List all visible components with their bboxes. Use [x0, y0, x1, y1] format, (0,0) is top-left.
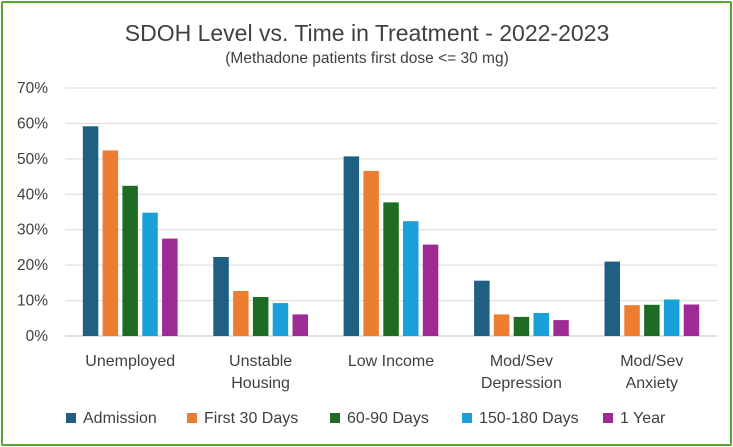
legend-swatch: [603, 413, 613, 423]
bar: [474, 280, 490, 336]
chart-canvas: SDOH Level vs. Time in Treatment - 2022-…: [17, 20, 717, 427]
bar: [82, 126, 99, 336]
y-tick-label: 10%: [17, 293, 48, 310]
legend-label: 150-180 Days: [479, 410, 579, 427]
bar: [644, 304, 660, 336]
bar: [122, 185, 138, 336]
y-tick-label: 0%: [26, 328, 49, 345]
bar: [383, 202, 399, 336]
x-category-label: Mod/Sev: [490, 353, 553, 370]
legend-swatch: [462, 413, 472, 423]
x-category-label: Unstable: [229, 353, 292, 370]
bar: [363, 170, 379, 336]
bar: [533, 313, 549, 336]
y-tick-label: 50%: [17, 151, 48, 168]
y-tick-label: 30%: [17, 222, 48, 239]
y-tick-label: 70%: [17, 80, 48, 97]
legend-label: First 30 Days: [204, 410, 298, 427]
chart-title: SDOH Level vs. Time in Treatment - 2022-…: [125, 20, 610, 46]
y-tick-label: 40%: [17, 186, 48, 203]
chart-subtitle: (Methadone patients first dose <= 30 mg): [225, 50, 508, 67]
legend-label: Admission: [83, 410, 157, 427]
x-category-label: Depression: [481, 375, 562, 392]
x-category-label: Anxiety: [626, 375, 678, 392]
y-tick-label: 60%: [17, 115, 48, 132]
legend-swatch: [330, 413, 340, 423]
bar: [403, 221, 419, 336]
bar: [233, 291, 249, 336]
bar: [272, 303, 289, 336]
bar: [604, 261, 620, 336]
legend-swatch: [187, 413, 197, 423]
y-axis: 0% 10% 20% 30% 40% 50% 60% 70%: [17, 80, 48, 345]
x-category-label: Housing: [231, 375, 290, 392]
bar: [683, 304, 700, 336]
legend: Admission First 30 Days 60-90 Days 150-180 …: [66, 410, 666, 427]
bar: [142, 212, 158, 336]
legend-swatch: [66, 413, 76, 423]
bar: [343, 156, 360, 336]
x-category-label: Low Income: [348, 353, 434, 370]
bar: [624, 305, 640, 336]
bar: [213, 257, 229, 336]
bars: [82, 126, 700, 336]
bar: [292, 314, 308, 336]
bar: [553, 320, 569, 336]
bar: [252, 297, 269, 336]
x-category-label: Unemployed: [85, 353, 175, 370]
x-category-label: Mod/Sev: [620, 353, 683, 370]
bar: [493, 314, 510, 336]
bar: [422, 244, 439, 336]
bar: [162, 238, 178, 336]
y-tick-label: 20%: [17, 257, 48, 274]
x-axis: Unemployed Unstable Housing Low Income Mod/S…: [85, 353, 683, 392]
bar: [513, 316, 530, 336]
legend-label: 60-90 Days: [347, 410, 429, 427]
bar: [663, 299, 680, 336]
bar: [102, 150, 119, 336]
legend-label: 1 Year: [620, 410, 666, 427]
